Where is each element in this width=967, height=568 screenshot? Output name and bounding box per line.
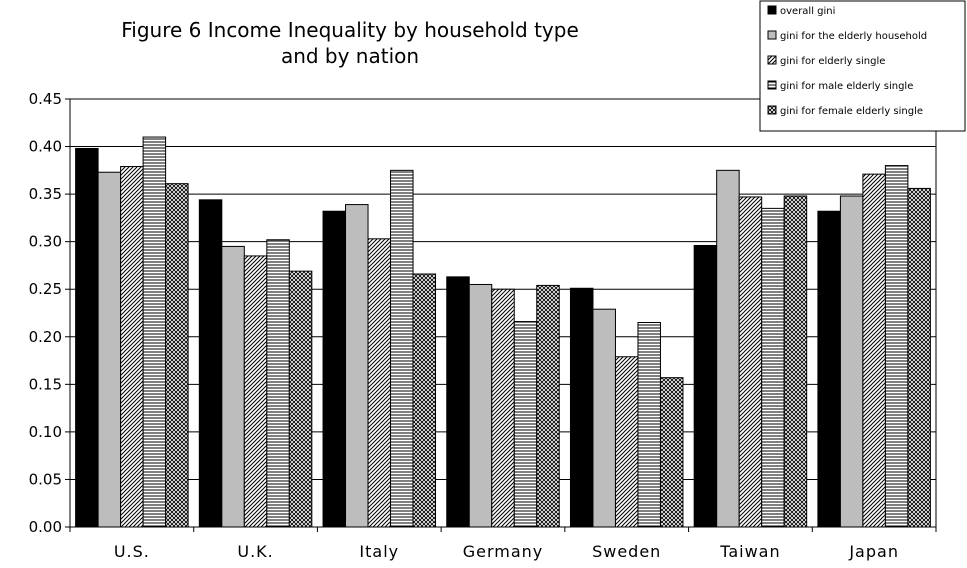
bar-1-italy <box>322 210 347 528</box>
legend-swatch <box>767 105 777 115</box>
category-label: U.S. <box>114 542 150 561</box>
bar-3-japan <box>862 173 886 528</box>
category-label: U.K. <box>237 542 273 561</box>
bar-2-uk <box>221 245 245 528</box>
legend-label: overall gini <box>780 6 835 17</box>
bar-2-us <box>97 171 122 528</box>
bar-4-italy <box>390 169 414 528</box>
category-label: Taiwan <box>719 542 780 561</box>
bar-1-sweden <box>569 287 594 528</box>
legend-swatch <box>767 80 777 90</box>
legend-label: gini for the elderly household <box>780 31 927 42</box>
bar-4-uk <box>266 239 290 528</box>
bar-4-sweden <box>637 322 661 528</box>
bar-5-taiwan <box>783 195 808 528</box>
bar-3-uk <box>243 255 268 528</box>
y-tick-label: 0.00 <box>29 518 62 536</box>
chart-title-line-1: Figure 6 Income Inequality by household … <box>121 18 579 42</box>
legend: overall gini gini for the elderly househo… <box>759 0 966 132</box>
bar-5-uk <box>288 270 313 528</box>
legend-label: gini for male elderly single <box>780 81 913 92</box>
bar-4-us <box>142 136 167 528</box>
y-tick-label: 0.10 <box>29 423 62 441</box>
legend-label: gini for female elderly single <box>780 106 923 117</box>
bar-3-sweden <box>614 356 639 528</box>
bar-5-us <box>165 183 189 528</box>
bar-4-germany <box>513 321 538 528</box>
legend-box <box>759 0 966 132</box>
bar-3-germany <box>491 288 515 528</box>
bar-5-sweden <box>659 377 684 528</box>
bar-group <box>75 136 931 528</box>
y-tick-label: 0.25 <box>29 280 62 298</box>
legend-swatch <box>767 30 777 40</box>
bar-3-us <box>120 166 144 528</box>
legend-swatch <box>767 5 777 15</box>
bar-3-italy <box>367 238 392 528</box>
axes <box>65 98 937 532</box>
bar-5-japan <box>907 187 931 528</box>
bar-1-germany <box>446 276 470 528</box>
bar-4-japan <box>884 165 909 528</box>
legend-label: gini for elderly single <box>780 56 885 67</box>
bar-2-taiwan <box>716 169 740 528</box>
bar-1-japan <box>817 210 841 528</box>
bar-2-italy <box>345 204 369 528</box>
bar-1-uk <box>198 199 223 528</box>
y-tick-label: 0.35 <box>29 185 62 203</box>
y-tick-label: 0.30 <box>29 233 62 251</box>
y-tick-label: 0.05 <box>29 470 62 488</box>
bar-2-japan <box>839 195 864 528</box>
bar-5-italy <box>412 273 437 528</box>
category-label: Italy <box>359 542 399 561</box>
y-tick-label: 0.20 <box>29 328 62 346</box>
y-tick-label: 0.15 <box>29 375 62 393</box>
bar-1-us <box>75 147 99 528</box>
bar-3-taiwan <box>738 196 763 528</box>
bar-4-taiwan <box>761 207 785 528</box>
category-label: Japan <box>848 542 899 561</box>
y-tick-label: 0.40 <box>29 138 62 156</box>
bar-5-germany <box>536 284 560 528</box>
category-label: Germany <box>463 542 544 561</box>
y-axis-tick-labels: 0.00 0.05 0.10 0.15 0.20 0.25 0.30 0.35 0.40 0.45 <box>29 90 62 536</box>
bar-2-germany <box>468 283 493 528</box>
bar-1-taiwan <box>693 244 718 528</box>
x-axis-category-labels: U.S. U.K. Italy Germany Sweden Taiwan Japan <box>114 542 899 561</box>
chart-title-line-2: and by nation <box>281 44 419 68</box>
y-tick-label: 0.45 <box>29 90 62 108</box>
chart-title: Figure 6 Income Inequality by household … <box>121 18 579 68</box>
legend-swatch <box>767 55 777 65</box>
category-label: Sweden <box>592 542 661 561</box>
bar-2-sweden <box>592 308 616 528</box>
